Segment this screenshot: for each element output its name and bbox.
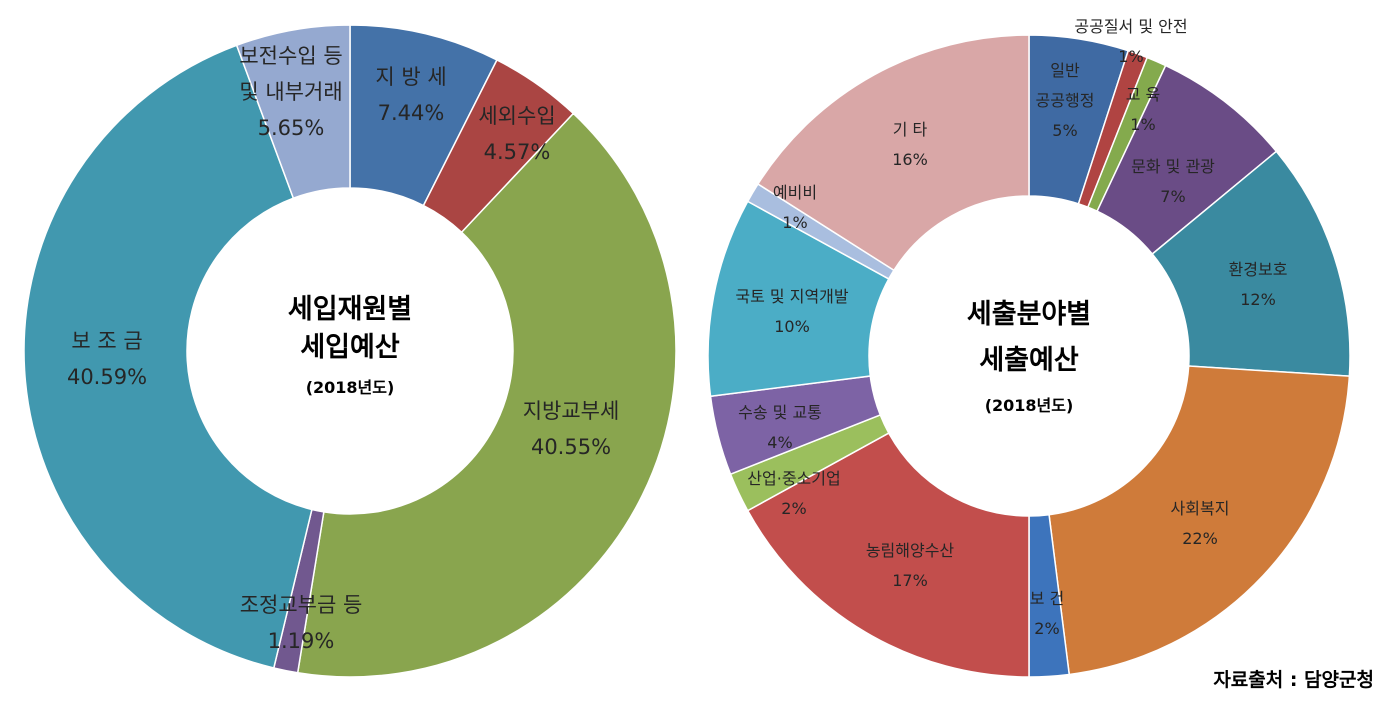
slice-value-label: 1%: [1118, 47, 1143, 66]
slice-value-label: 1%: [782, 213, 807, 232]
slice-농림해양수산: [746, 432, 1030, 678]
center-title-line-1: 세입재원별: [288, 294, 412, 325]
slice-label-조정교부금-등: 조정교부금 등 1.19%: [240, 593, 363, 653]
slice-보전수입-등-및-내부거래: [235, 24, 351, 200]
slice-환경보호: [1151, 150, 1351, 377]
slice-label-국토-및-지역개발: 국토 및 지역개발 10%: [735, 287, 848, 336]
slice-사회복지: [1048, 365, 1351, 676]
slice-name-label: 문화 및 관광: [1131, 157, 1215, 176]
slice-name-label: 및 내부거래: [239, 80, 342, 104]
slice-name-label: 예비비: [773, 183, 817, 202]
slice-label-예비비: 예비비 1%: [773, 183, 817, 232]
slice-label-농림해양수산: 농림해양수산 17%: [866, 541, 955, 590]
slice-label-산업-중소기업: 산업·중소기업 2%: [747, 469, 840, 518]
slice-name-label: 농림해양수산: [866, 541, 955, 560]
slice-기-타: [756, 34, 1030, 272]
slice-value-label: 17%: [892, 571, 928, 590]
slice-value-label: 1.19%: [268, 629, 335, 653]
slice-value-label: 4.57%: [484, 140, 551, 164]
slice-name-label: 교 육: [1126, 85, 1161, 104]
slice-value-label: 7.44%: [378, 101, 445, 125]
source-caption: 자료출처 : 담양군청: [1213, 669, 1374, 691]
slice-label-교-육: 교 육 1%: [1126, 85, 1161, 134]
slice-value-label: 2%: [1034, 619, 1059, 638]
slice-label-기-타: 기 타 16%: [892, 120, 928, 169]
slice-name-label: 보전수입 등: [239, 44, 342, 68]
slice-value-label: 22%: [1182, 529, 1218, 548]
slice-value-label: 16%: [892, 150, 928, 169]
slice-name-label: 보 조 금: [71, 329, 142, 353]
slice-name-label: 국토 및 지역개발: [735, 287, 848, 306]
slice-name-label: 조정교부금 등: [240, 593, 363, 617]
center-title-line-2: 세입예산: [300, 332, 400, 363]
slice-label-지방교부세: 지방교부세 40.55%: [523, 399, 620, 459]
slice-name-label: 수송 및 교통: [738, 403, 822, 422]
slice-name-label: 기 타: [893, 120, 928, 139]
slice-name-label: 보 건: [1030, 589, 1065, 608]
slice-value-label: 12%: [1240, 290, 1276, 309]
center-title-line-2: 세출예산: [979, 345, 1079, 376]
slice-name-label: 공공질서 및 안전: [1074, 17, 1187, 36]
slice-label-문화-및-관광: 문화 및 관광 7%: [1131, 157, 1215, 206]
slice-value-label: 40.55%: [531, 435, 611, 459]
slice-value-label: 5.65%: [258, 116, 325, 140]
slice-name-label: 일반: [1050, 61, 1080, 80]
slice-label-사회복지: 사회복지 22%: [1171, 499, 1230, 548]
slice-value-label: 1%: [1130, 115, 1155, 134]
slice-label-지-방-세: 지 방 세 7.44%: [375, 65, 446, 125]
slice-label-보-조-금: 보 조 금 40.59%: [67, 329, 147, 389]
slice-name-label: 지방교부세: [523, 399, 620, 423]
slice-name-label: 사회복지: [1171, 499, 1230, 518]
center-subtitle: (2018년도): [306, 378, 395, 397]
center-subtitle: (2018년도): [985, 396, 1074, 415]
slice-name-label: 공공행정: [1036, 91, 1095, 110]
slice-value-label: 10%: [774, 317, 810, 336]
slice-보-조-금: [23, 44, 313, 669]
center-title-line-1: 세출분야별: [967, 299, 1091, 330]
donut-chart-1: 지 방 세 7.44% 세외수입 4.57% 지방교부세 40.55% 조정교부금 등 1.1…: [23, 24, 677, 678]
slice-지방교부세: [296, 112, 677, 678]
slice-value-label: 5%: [1052, 121, 1077, 140]
slice-name-label: 지 방 세: [375, 65, 446, 89]
slice-value-label: 40.59%: [67, 365, 147, 389]
slice-label-공공질서-및-안전: 공공질서 및 안전 1%: [1074, 17, 1187, 66]
slice-name-label: 세외수입: [478, 104, 555, 128]
slice-value-label: 4%: [767, 433, 792, 452]
slice-label-보-건: 보 건 2%: [1030, 589, 1065, 638]
slice-label-세외수입: 세외수입 4.57%: [478, 104, 555, 164]
slice-label-환경보호: 환경보호 12%: [1229, 260, 1288, 309]
slice-label-수송-및-교통: 수송 및 교통 4%: [738, 403, 822, 452]
slice-value-label: 7%: [1160, 187, 1185, 206]
slice-value-label: 2%: [781, 499, 806, 518]
slice-name-label: 환경보호: [1229, 260, 1288, 279]
slice-name-label: 산업·중소기업: [747, 469, 840, 488]
